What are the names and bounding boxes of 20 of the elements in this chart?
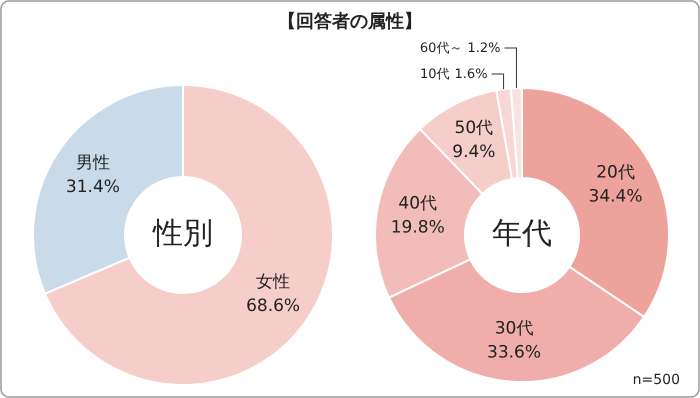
text: n=500 <box>632 372 680 388</box>
slice-label: 60代～ <box>420 40 462 56</box>
slice-label: 40代 <box>398 193 438 214</box>
slice-label: 男性 <box>76 153 110 174</box>
text: 年代 <box>492 216 552 252</box>
data-label: 1.2% <box>467 40 500 56</box>
text: 【回答者の属性】 <box>278 10 422 32</box>
slice-label: 10代 <box>420 66 450 82</box>
slice-label: 50代 <box>454 118 494 138</box>
text: 性別 <box>152 216 213 252</box>
data-label: 34.4% <box>588 186 643 207</box>
slice-label: 20代 <box>596 162 635 183</box>
data-label: 19.8% <box>390 217 445 238</box>
slice-label: 30代 <box>494 318 534 338</box>
data-label: 68.6% <box>246 296 300 316</box>
data-label: 9.4% <box>452 142 496 162</box>
data-label: 33.6% <box>487 342 542 362</box>
slice-label: 女性 <box>256 272 290 292</box>
data-label: 31.4% <box>66 177 120 198</box>
data-label: 1.6% <box>454 66 488 82</box>
